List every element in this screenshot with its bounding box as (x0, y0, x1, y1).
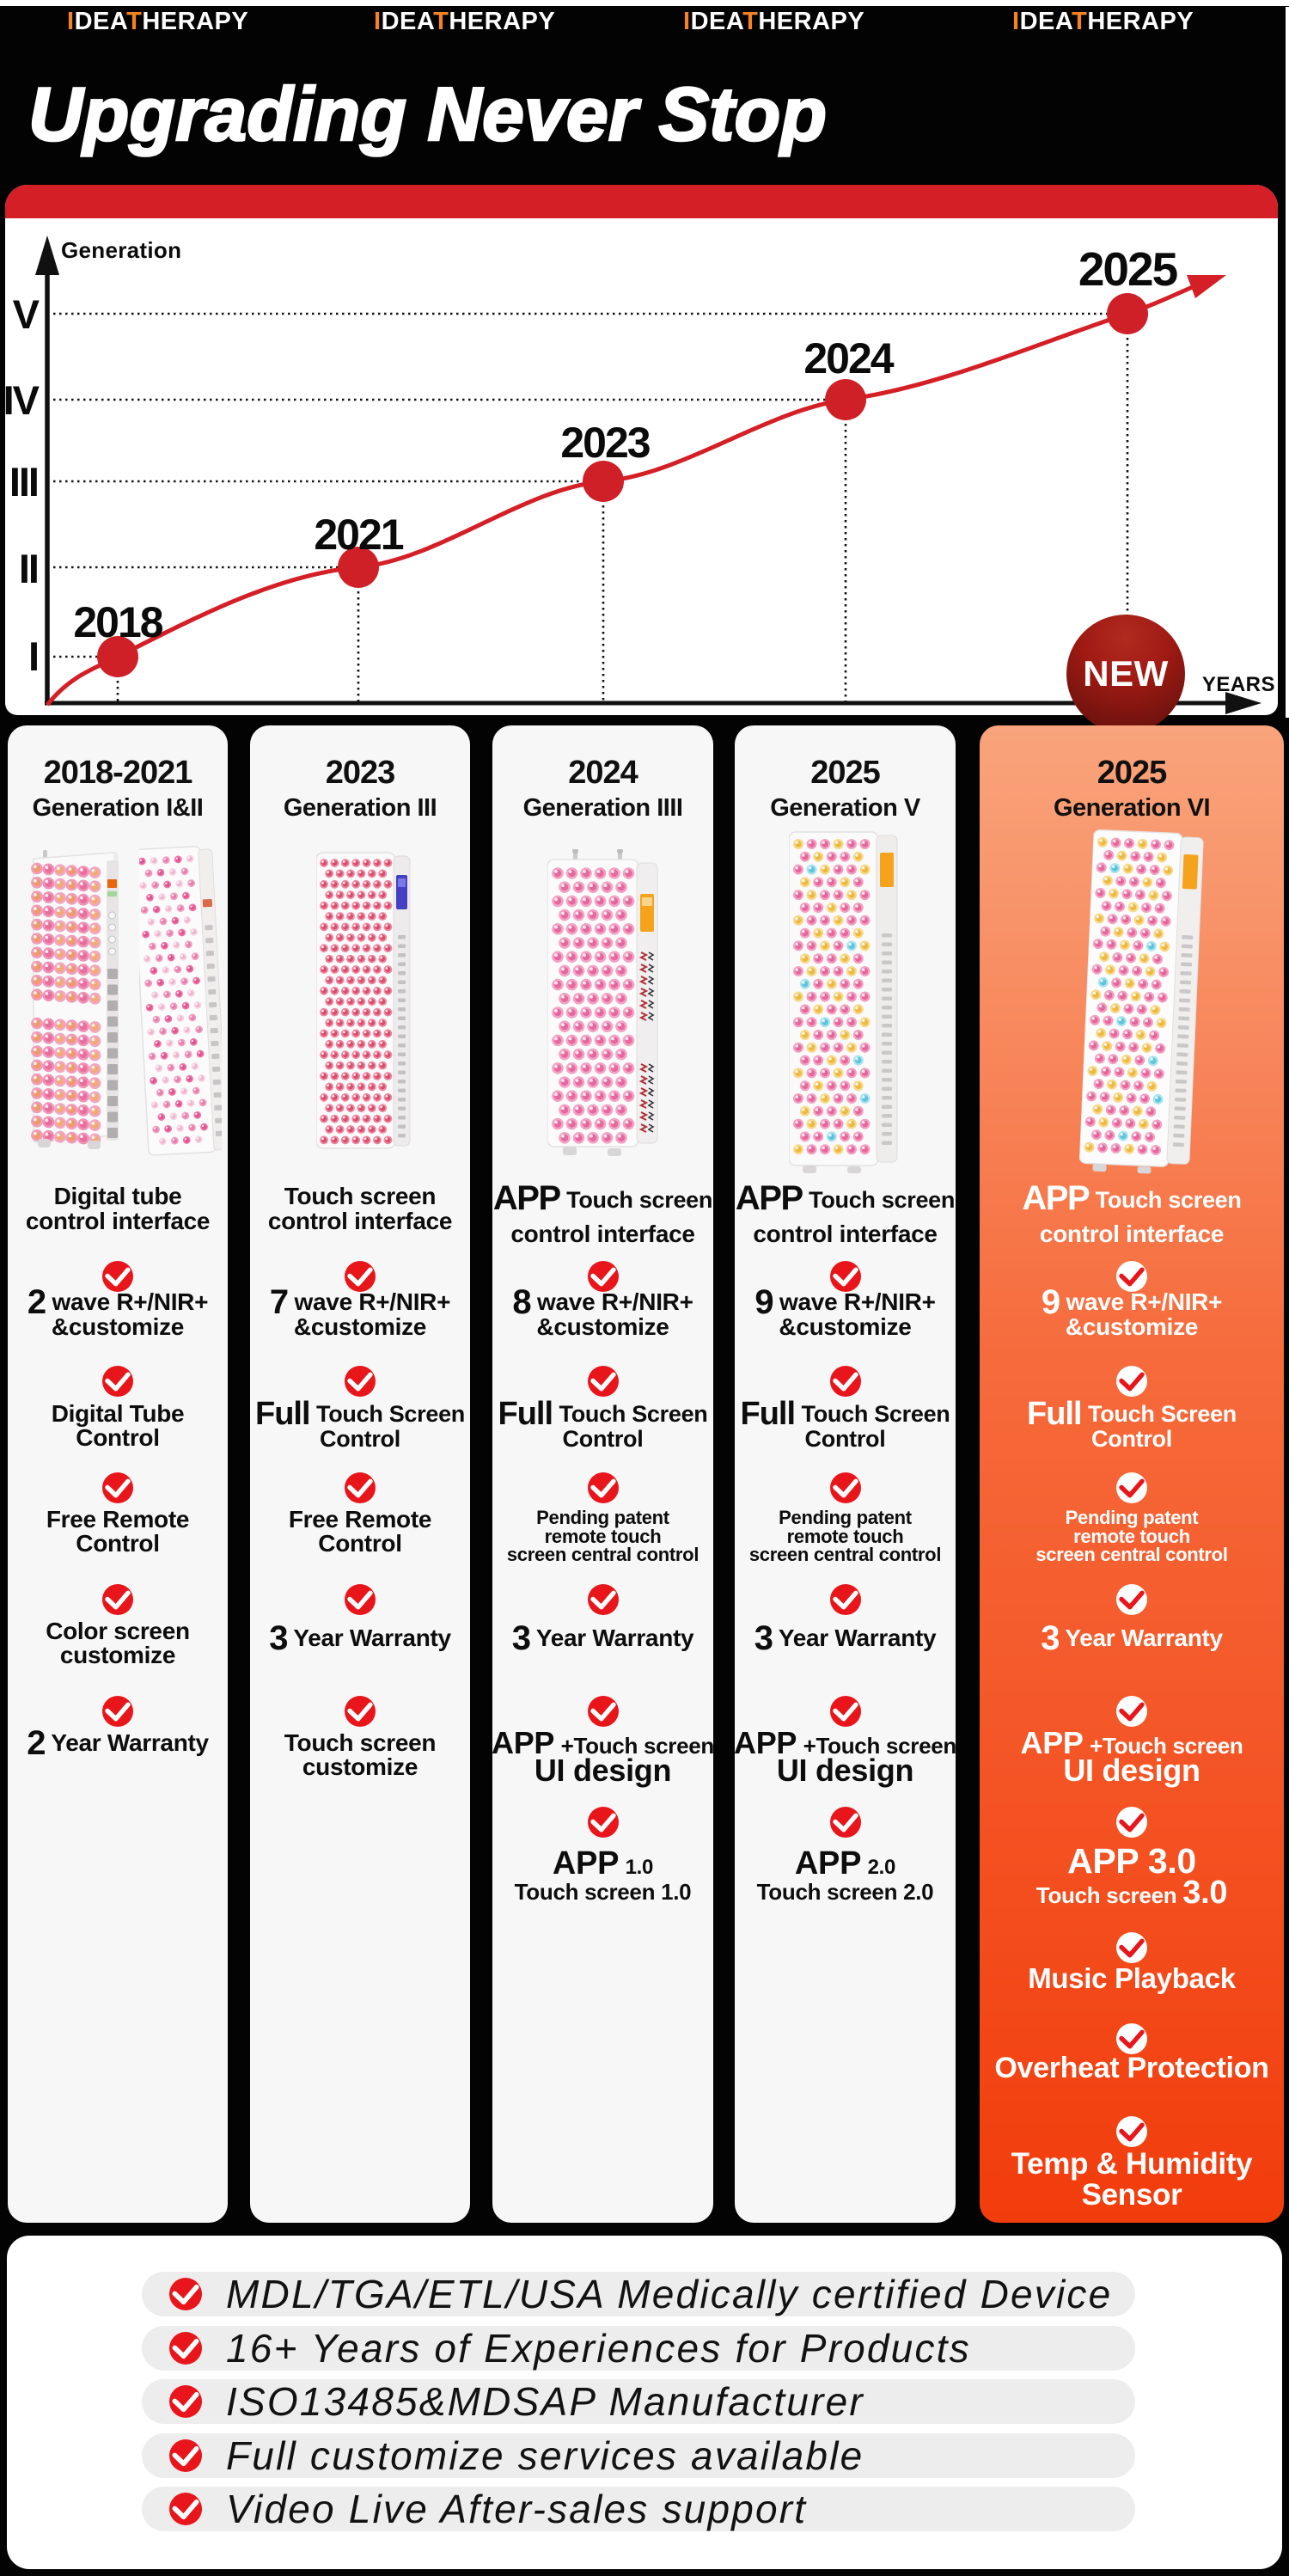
svg-text:IV: IV (5, 377, 40, 423)
svg-text:2024: 2024 (803, 334, 894, 382)
svg-text:II: II (19, 546, 38, 591)
svg-text:III: III (9, 459, 38, 505)
svg-text:2021: 2021 (314, 511, 403, 559)
svg-text:2025: 2025 (1078, 242, 1178, 296)
svg-text:V: V (13, 291, 40, 337)
svg-text:YEARS: YEARS (1202, 673, 1275, 696)
svg-text:2023: 2023 (560, 419, 649, 467)
svg-text:I: I (28, 633, 38, 679)
svg-text:2018: 2018 (73, 598, 162, 646)
svg-text:Generation: Generation (61, 237, 181, 263)
